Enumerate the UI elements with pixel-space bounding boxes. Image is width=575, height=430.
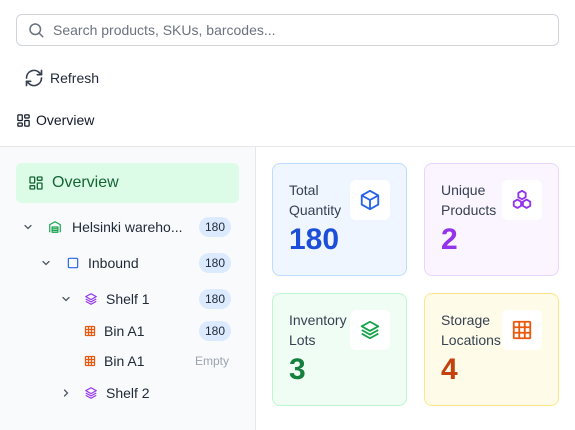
sidebar-item-label: Overview <box>52 174 119 191</box>
chevron-down-icon[interactable] <box>40 257 52 269</box>
stat-label: Total Quantity <box>289 182 342 218</box>
tree-item-label: Bin A1 <box>104 323 145 339</box>
refresh-label: Refresh <box>50 70 100 86</box>
tree-item-label: Inbound <box>88 255 139 271</box>
tree-item-bin-a1[interactable]: Bin A1 <box>84 319 144 343</box>
tree-item-shelf-2[interactable]: Shelf 2 <box>60 381 150 405</box>
tree-item-warehouse[interactable]: Helsinki wareho... <box>22 215 183 239</box>
stat-label: Unique Products <box>441 182 497 218</box>
grid-icon <box>84 355 96 367</box>
count-badge: 180 <box>199 217 232 237</box>
grid-icon <box>512 320 532 340</box>
stat-icon-box <box>350 180 390 220</box>
tab-overview-label: Overview <box>36 112 95 128</box>
stat-value: 4 <box>441 353 458 386</box>
stat-label: Storage Locations <box>441 312 501 348</box>
stat-icon-box <box>350 310 390 350</box>
chevron-down-icon[interactable] <box>22 221 34 233</box>
boxes-icon <box>512 189 532 209</box>
stat-label: Inventory Lots <box>289 312 347 348</box>
stat-card-storage-locations: Storage Locations 4 <box>424 293 559 406</box>
refresh-icon <box>25 69 43 87</box>
refresh-button[interactable]: Refresh <box>24 66 99 90</box>
header-divider <box>0 146 575 147</box>
sidebar-item-overview[interactable]: Overview <box>16 163 239 203</box>
tree-item-shelf-1[interactable]: Shelf 1 <box>60 287 150 311</box>
tree-item-label: Bin A1 <box>104 353 145 369</box>
dashboard-icon <box>29 176 43 190</box>
dashboard-icon <box>17 113 30 127</box>
empty-badge: Empty <box>195 354 230 368</box>
search-input[interactable] <box>53 22 533 38</box>
stat-card-total-quantity: Total Quantity 180 <box>272 163 407 276</box>
chevron-right-icon[interactable] <box>60 387 72 399</box>
stat-card-inventory-lots: Inventory Lots 3 <box>272 293 407 406</box>
stat-value: 2 <box>441 223 458 256</box>
count-badge: 180 <box>199 321 232 341</box>
tab-overview[interactable]: Overview <box>16 110 94 130</box>
square-icon <box>67 257 79 269</box>
grid-icon <box>84 325 96 337</box>
tree-item-inbound[interactable]: Inbound <box>40 251 139 275</box>
layers-icon <box>85 293 97 305</box>
stat-icon-box <box>502 310 542 350</box>
stat-card-unique-products: Unique Products 2 <box>424 163 559 276</box>
search-icon <box>29 23 44 38</box>
chevron-down-icon[interactable] <box>60 293 72 305</box>
count-badge: 180 <box>199 289 232 309</box>
tree-item-bin-a1[interactable]: Bin A1 <box>84 349 144 373</box>
tree-item-label: Shelf 2 <box>106 385 150 401</box>
stat-icon-box <box>502 180 542 220</box>
tree-item-label: Helsinki wareho... <box>72 219 183 235</box>
layers-icon <box>360 320 380 340</box>
search-bar[interactable] <box>16 14 559 46</box>
stat-value: 180 <box>289 223 340 256</box>
package-icon <box>360 189 380 211</box>
warehouse-icon <box>49 221 61 233</box>
stat-value: 3 <box>289 353 306 386</box>
layers-icon <box>85 387 97 399</box>
sidebar: Overview Helsinki wareho... 180 Inbound … <box>0 147 256 430</box>
count-badge: 180 <box>199 253 232 273</box>
tree-item-label: Shelf 1 <box>106 291 150 307</box>
